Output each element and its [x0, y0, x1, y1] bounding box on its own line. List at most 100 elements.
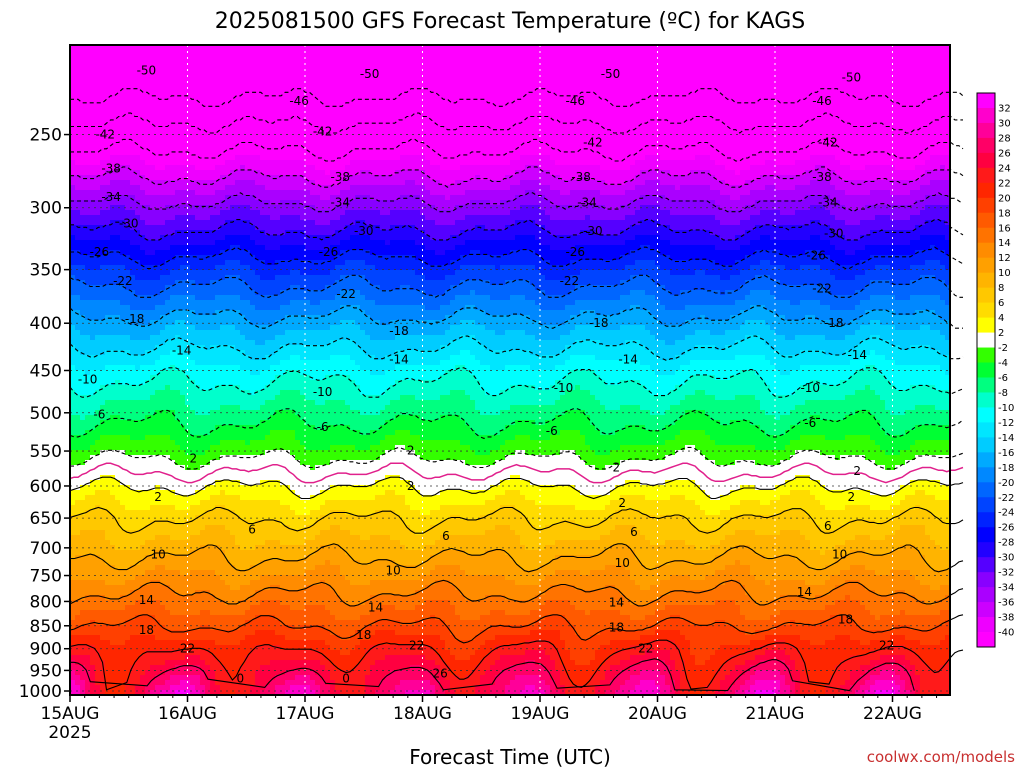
field-cell	[210, 590, 216, 596]
field-cell	[135, 300, 141, 306]
field-cell	[245, 135, 251, 141]
field-cell	[110, 675, 116, 681]
field-cell	[260, 130, 266, 136]
field-cell	[240, 625, 246, 631]
field-cell	[190, 450, 196, 456]
field-cell	[210, 660, 216, 666]
field-cell	[175, 690, 181, 696]
field-cell	[140, 165, 146, 171]
field-cell	[220, 105, 226, 111]
field-cell	[70, 590, 76, 596]
field-cell	[75, 365, 81, 371]
field-cell	[90, 255, 96, 261]
field-cell	[125, 430, 131, 436]
field-cell	[235, 175, 241, 181]
field-cell	[185, 435, 191, 441]
field-cell	[185, 615, 191, 621]
field-cell	[235, 525, 241, 531]
field-cell	[75, 340, 81, 346]
field-cell	[140, 665, 146, 671]
field-cell	[135, 620, 141, 626]
field-cell	[100, 370, 106, 376]
field-cell	[120, 235, 126, 241]
field-cell	[95, 615, 101, 621]
field-cell	[180, 570, 186, 576]
field-cell	[215, 655, 221, 661]
field-cell	[105, 165, 111, 171]
field-cell	[100, 640, 106, 646]
field-cell	[145, 440, 151, 446]
field-cell	[120, 465, 126, 471]
field-cell	[190, 560, 196, 566]
field-cell	[180, 190, 186, 196]
field-cell	[170, 45, 176, 51]
field-cell	[255, 440, 261, 446]
field-cell	[90, 85, 96, 91]
field-cell	[160, 300, 166, 306]
field-cell	[90, 495, 96, 501]
field-cell	[110, 380, 116, 386]
field-cell	[130, 515, 136, 521]
field-cell	[115, 360, 121, 366]
field-cell	[235, 455, 241, 461]
field-cell	[225, 145, 231, 151]
field-cell	[195, 440, 201, 446]
field-cell	[170, 60, 176, 66]
field-cell	[225, 645, 231, 651]
field-cell	[165, 485, 171, 491]
field-cell	[190, 195, 196, 201]
field-cell	[160, 465, 166, 471]
field-cell	[170, 650, 176, 656]
field-cell	[230, 685, 236, 691]
field-cell	[170, 460, 176, 466]
field-cell	[85, 270, 91, 276]
field-cell	[145, 275, 151, 281]
field-cell	[235, 660, 241, 666]
field-cell	[70, 140, 76, 146]
field-cell	[195, 315, 201, 321]
field-cell	[220, 620, 226, 626]
field-cell	[110, 145, 116, 151]
field-cell	[150, 115, 156, 121]
field-cell	[140, 605, 146, 611]
field-cell	[225, 415, 231, 421]
field-cell	[130, 565, 136, 571]
field-cell	[190, 75, 196, 81]
field-cell	[240, 540, 246, 546]
field-cell	[215, 325, 221, 331]
field-cell	[215, 615, 221, 621]
field-cell	[85, 465, 91, 471]
field-cell	[175, 120, 181, 126]
field-cell	[255, 685, 261, 691]
field-cell	[235, 130, 241, 136]
field-cell	[120, 365, 126, 371]
field-cell	[205, 370, 211, 376]
field-cell	[105, 505, 111, 511]
field-cell	[155, 390, 161, 396]
field-cell	[110, 275, 116, 281]
field-cell	[255, 315, 261, 321]
field-cell	[125, 510, 131, 516]
field-cell	[100, 275, 106, 281]
field-cell	[200, 120, 206, 126]
field-cell	[75, 610, 81, 616]
field-cell	[120, 675, 126, 681]
field-cell	[80, 260, 86, 266]
field-cell	[110, 185, 116, 191]
field-cell	[250, 630, 256, 636]
field-cell	[70, 240, 76, 246]
field-cell	[85, 325, 91, 331]
field-cell	[210, 260, 216, 266]
field-cell	[145, 640, 151, 646]
field-cell	[255, 405, 261, 411]
field-cell	[230, 80, 236, 86]
field-cell	[135, 415, 141, 421]
field-cell	[150, 100, 156, 106]
field-cell	[230, 115, 236, 121]
field-cell	[75, 220, 81, 226]
field-cell	[90, 685, 96, 691]
field-cell	[130, 505, 136, 511]
field-cell	[95, 350, 101, 356]
field-cell	[190, 85, 196, 91]
field-cell	[255, 70, 261, 76]
